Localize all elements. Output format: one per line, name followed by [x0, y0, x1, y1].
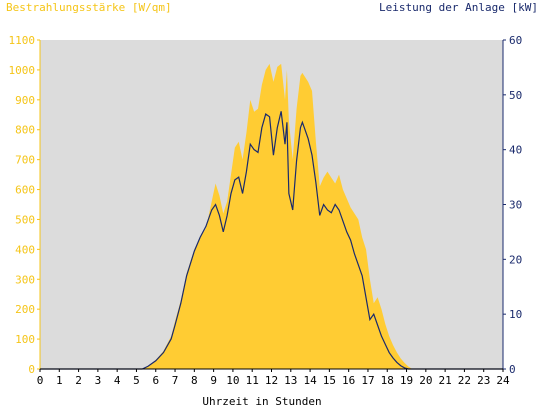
left-tick-label: 400 — [15, 243, 35, 256]
x-tick-label: 4 — [114, 374, 121, 387]
right-tick-label: 50 — [509, 89, 522, 102]
x-tick-label: 16 — [342, 374, 355, 387]
left-tick-label: 1100 — [9, 34, 36, 47]
left-tick-label: 900 — [15, 94, 35, 107]
right-tick-label: 60 — [509, 34, 522, 47]
left-tick-label: 200 — [15, 303, 35, 316]
left-tick-label: 800 — [15, 124, 35, 137]
x-tick-label: 2 — [75, 374, 82, 387]
x-tick-label: 24 — [496, 374, 510, 387]
x-tick-label: 1 — [56, 374, 63, 387]
x-tick-label: 17 — [361, 374, 374, 387]
right-tick-label: 20 — [509, 253, 522, 266]
right-tick-label: 10 — [509, 308, 522, 321]
right-tick-label: 40 — [509, 144, 522, 157]
left-tick-label: 100 — [15, 333, 35, 346]
left-tick-label: 700 — [15, 154, 35, 167]
left-axis-title: Bestrahlungsstärke [W/qm] — [6, 1, 172, 14]
x-tick-label: 5 — [133, 374, 140, 387]
x-tick-label: 6 — [152, 374, 159, 387]
x-tick-label: 23 — [477, 374, 490, 387]
x-tick-label: 3 — [95, 374, 102, 387]
right-axis-title: Leistung der Anlage [kW] — [379, 1, 538, 14]
x-tick-label: 15 — [323, 374, 336, 387]
left-tick-label: 300 — [15, 273, 35, 286]
x-tick-label: 13 — [284, 374, 297, 387]
x-tick-label: 8 — [191, 374, 198, 387]
x-tick-label: 21 — [439, 374, 452, 387]
x-tick-label: 18 — [381, 374, 394, 387]
left-tick-label: 0 — [28, 363, 35, 376]
x-tick-label: 19 — [400, 374, 413, 387]
x-tick-label: 20 — [419, 374, 432, 387]
x-tick-label: 14 — [303, 374, 317, 387]
power-line — [40, 111, 503, 370]
x-axis-label: Uhrzeit in Stunden — [202, 395, 321, 408]
x-tick-label: 11 — [246, 374, 259, 387]
irradiance-area — [40, 63, 503, 370]
left-tick-label: 600 — [15, 184, 35, 197]
left-tick-label: 1000 — [9, 64, 36, 77]
x-tick-label: 7 — [172, 374, 179, 387]
left-tick-label: 500 — [15, 213, 35, 226]
right-tick-label: 0 — [509, 363, 516, 376]
x-tick-label: 12 — [265, 374, 278, 387]
x-tick-label: 9 — [210, 374, 217, 387]
x-tick-label: 0 — [37, 374, 44, 387]
x-tick-label: 22 — [458, 374, 471, 387]
right-tick-label: 30 — [509, 199, 522, 212]
x-tick-label: 10 — [226, 374, 239, 387]
